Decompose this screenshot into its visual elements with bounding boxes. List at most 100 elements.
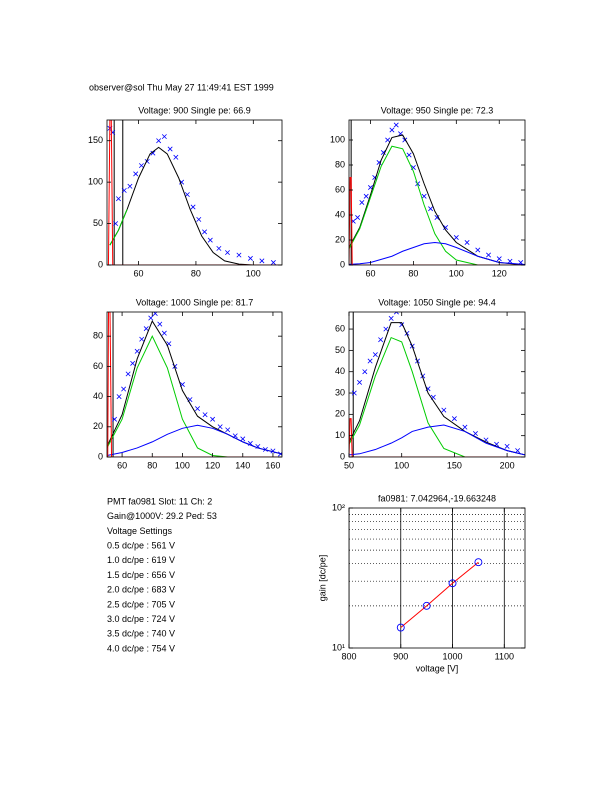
y-tick-label: 60 (335, 323, 345, 333)
point (148, 315, 154, 321)
y-tick-label: 0 (98, 259, 103, 269)
point (448, 579, 457, 588)
point (393, 312, 399, 315)
point (378, 337, 384, 343)
x-tick-label: 60 (134, 268, 144, 278)
axes-frame (348, 119, 526, 266)
y-tick-label: 60 (93, 361, 103, 371)
y-tick-label: 0 (98, 451, 103, 461)
plot-area (349, 312, 525, 457)
point (207, 237, 213, 243)
info-line: 3.5 dc/pe : 740 V (107, 629, 175, 639)
y-tick-label: 20 (93, 421, 103, 431)
subplot: 60 80 100 0 50 100 150 Voltage: 900 Single pe: … (88, 105, 283, 278)
point (474, 558, 483, 567)
point (150, 150, 156, 156)
point (127, 183, 133, 189)
point (372, 352, 378, 358)
point (496, 256, 502, 262)
y-tick-label: 0 (340, 259, 345, 269)
curve (349, 424, 525, 456)
x-tick-label: 80 (408, 268, 418, 278)
point (216, 245, 222, 251)
x-tick-label: 1100 (495, 651, 514, 661)
point (389, 127, 395, 133)
subplot-title: Voltage: 900 Single pe: 66.9 (138, 105, 251, 115)
point (133, 171, 139, 177)
x-tick-label: 100 (394, 460, 409, 470)
point (202, 412, 208, 418)
y-tick-label: 50 (93, 218, 103, 228)
axes-frame (348, 507, 526, 649)
y-tick-label: 0 (340, 451, 345, 461)
x-tick-label: 160 (265, 460, 280, 470)
point (359, 200, 365, 205)
point (116, 394, 122, 400)
point (134, 348, 140, 354)
point (462, 424, 468, 430)
point (507, 258, 513, 264)
curve (349, 322, 525, 456)
point (202, 229, 208, 235)
plot-area (349, 120, 525, 265)
point (388, 315, 394, 321)
point (236, 252, 242, 258)
y-tick-label: 20 (335, 409, 345, 419)
point (121, 386, 127, 392)
point (422, 601, 431, 610)
point (115, 196, 121, 202)
x-tick-label: 60 (365, 268, 375, 278)
plot-content (349, 312, 525, 457)
point (355, 215, 361, 220)
point (486, 252, 491, 258)
info-line: Voltage Settings (107, 526, 173, 536)
point (441, 407, 447, 413)
curve (107, 312, 282, 457)
curve (349, 145, 525, 265)
info-line: 0.5 dc/pe : 561 V (107, 540, 175, 550)
info-line: 2.0 dc/pe : 683 V (107, 585, 175, 595)
point (225, 250, 230, 256)
point (451, 416, 457, 422)
curve (400, 561, 479, 628)
point (504, 443, 510, 449)
point (173, 154, 179, 160)
y-tick-label: 80 (335, 159, 345, 169)
y-tick-label: 100 (88, 177, 103, 187)
point (225, 427, 231, 433)
point (367, 358, 373, 364)
point (434, 215, 440, 220)
plot-area (349, 508, 525, 648)
point (421, 193, 427, 199)
header: observer@sol Thu May 27 11:49:41 EST 199… (89, 82, 274, 92)
point (210, 416, 216, 422)
subplot: 60 80 100 120 0 20 40 60 80 100 Voltage: 950 Singl… (330, 105, 526, 278)
point (240, 436, 246, 442)
subplot-title: fa0981: 7.042964,-19.663248 (378, 493, 496, 503)
point (121, 187, 127, 193)
point (515, 448, 521, 454)
point (385, 137, 391, 143)
curve (107, 120, 282, 265)
x-tick-label: 80 (147, 460, 157, 470)
plot-content (349, 508, 525, 648)
info-line: Gain@1000V: 29.2 Ped: 53 (107, 511, 217, 521)
point (143, 326, 149, 332)
curve (349, 134, 525, 265)
point (396, 623, 405, 632)
plot-content (107, 312, 282, 457)
curve (109, 146, 282, 265)
subplot: 800 900 1000 1100 10¹ 10² fa0981: 7.042964,-19… (317, 493, 526, 673)
x-tick-label: 150 (447, 460, 462, 470)
axes-frame (106, 311, 283, 458)
info-line: 1.0 dc/pe : 619 V (107, 555, 175, 565)
curve (107, 335, 282, 457)
curve (349, 241, 525, 265)
point (464, 240, 470, 245)
x-tick-label: 120 (205, 460, 220, 470)
y-tick-label: 40 (335, 209, 345, 219)
plot-area (107, 120, 282, 265)
y-tick-label: 100 (330, 134, 345, 144)
y-tick-label: 30 (335, 387, 345, 397)
